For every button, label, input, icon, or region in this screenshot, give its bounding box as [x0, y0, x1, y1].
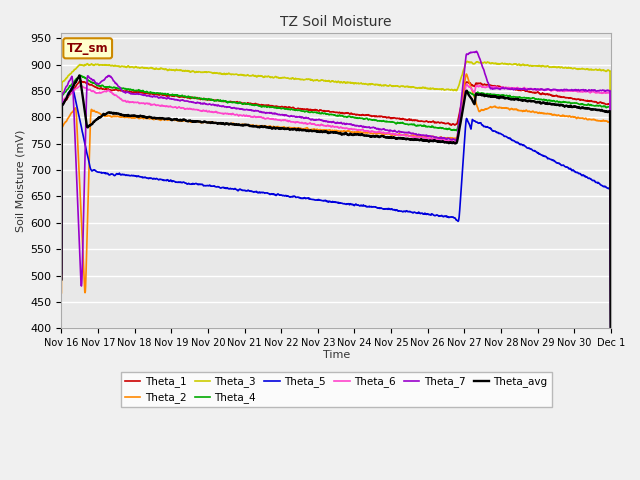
- Theta_avg: [76, 72, 83, 78]
- Theta_6: [58, 274, 65, 279]
- Line: Theta_1: Theta_1: [61, 81, 611, 366]
- Theta_4: [77, 72, 84, 78]
- Theta_5: [490, 128, 498, 134]
- Line: Theta_2: Theta_2: [61, 74, 611, 372]
- Theta_2: [86, 151, 93, 156]
- Theta_6: [86, 87, 93, 93]
- Theta_1: [591, 99, 599, 105]
- Theta_3: [58, 262, 65, 268]
- Y-axis label: Soil Moisture (mV): Soil Moisture (mV): [15, 130, 25, 232]
- Line: Theta_5: Theta_5: [61, 87, 611, 399]
- Theta_2: [490, 103, 498, 109]
- Theta_4: [310, 109, 318, 115]
- Theta_7: [591, 87, 599, 93]
- Theta_5: [58, 276, 65, 282]
- Theta_4: [490, 92, 498, 97]
- Theta_5: [310, 197, 318, 203]
- Line: Theta_6: Theta_6: [61, 84, 611, 361]
- Theta_7: [58, 270, 65, 276]
- Theta_7: [490, 85, 498, 91]
- Theta_1: [310, 107, 318, 113]
- Theta_7: [591, 87, 599, 93]
- Theta_3: [591, 67, 599, 72]
- Theta_1: [607, 363, 614, 369]
- Theta_4: [591, 103, 599, 109]
- Line: Theta_4: Theta_4: [61, 75, 611, 367]
- Theta_avg: [325, 130, 333, 136]
- Theta_5: [607, 396, 614, 402]
- Theta_avg: [591, 107, 599, 112]
- Theta_5: [591, 179, 599, 185]
- Theta_3: [490, 60, 498, 66]
- Theta_2: [591, 117, 599, 123]
- Theta_avg: [591, 107, 599, 112]
- Theta_7: [324, 119, 332, 125]
- Theta_1: [490, 83, 498, 89]
- Legend: Theta_1, Theta_2, Theta_3, Theta_4, Theta_5, Theta_6, Theta_7, Theta_avg: Theta_1, Theta_2, Theta_3, Theta_4, Thet…: [120, 372, 552, 408]
- Theta_4: [86, 78, 93, 84]
- Theta_avg: [86, 122, 93, 128]
- Theta_2: [463, 71, 470, 77]
- Line: Theta_3: Theta_3: [61, 61, 611, 352]
- Line: Theta_7: Theta_7: [61, 51, 611, 360]
- Theta_3: [607, 349, 614, 355]
- X-axis label: Time: Time: [323, 349, 350, 360]
- Theta_1: [86, 82, 93, 88]
- Theta_4: [325, 112, 333, 118]
- Theta_2: [591, 117, 599, 122]
- Theta_1: [77, 78, 84, 84]
- Theta_2: [58, 290, 65, 296]
- Theta_avg: [58, 276, 65, 282]
- Theta_4: [607, 364, 614, 370]
- Theta_7: [472, 48, 480, 54]
- Theta_2: [324, 128, 332, 133]
- Theta_3: [86, 62, 93, 68]
- Theta_6: [463, 81, 470, 87]
- Theta_2: [310, 126, 318, 132]
- Theta_3: [310, 77, 318, 83]
- Theta_6: [310, 121, 318, 127]
- Theta_6: [324, 123, 332, 129]
- Title: TZ Soil Moisture: TZ Soil Moisture: [280, 15, 392, 29]
- Theta_7: [86, 75, 93, 81]
- Theta_4: [591, 103, 599, 109]
- Theta_5: [325, 199, 333, 205]
- Theta_6: [591, 90, 599, 96]
- Theta_3: [463, 59, 471, 64]
- Theta_6: [607, 358, 614, 364]
- Theta_5: [591, 179, 599, 184]
- Theta_avg: [607, 365, 614, 371]
- Theta_2: [607, 370, 614, 375]
- Theta_4: [58, 270, 65, 276]
- Line: Theta_avg: Theta_avg: [61, 75, 611, 368]
- Theta_5: [86, 163, 93, 168]
- Theta_6: [591, 90, 599, 96]
- Theta_6: [490, 84, 498, 89]
- Theta_5: [68, 84, 76, 90]
- Theta_3: [591, 67, 599, 72]
- Theta_7: [310, 117, 318, 122]
- Theta_1: [591, 99, 599, 105]
- Theta_3: [324, 78, 332, 84]
- Theta_1: [58, 276, 65, 282]
- Text: TZ_sm: TZ_sm: [67, 42, 109, 55]
- Theta_7: [607, 357, 614, 363]
- Theta_avg: [310, 128, 318, 134]
- Theta_1: [325, 108, 333, 114]
- Theta_avg: [490, 94, 498, 99]
